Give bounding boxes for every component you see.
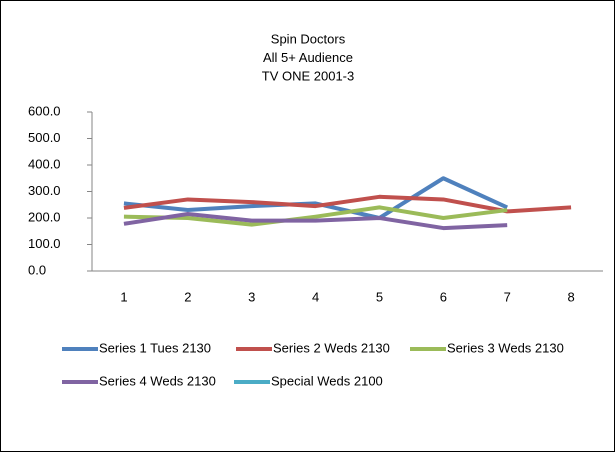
y-tick-label: 300.0 bbox=[28, 183, 61, 198]
x-tick-label: 7 bbox=[504, 289, 511, 304]
series-line bbox=[123, 212, 508, 231]
y-tick-label: 0.0 bbox=[28, 262, 46, 277]
legend-label: Special Weds 2100 bbox=[271, 373, 383, 388]
x-tick-label: 6 bbox=[440, 289, 447, 304]
y-tick-label: 500.0 bbox=[28, 130, 61, 145]
x-tick-label: 8 bbox=[567, 289, 574, 304]
x-tick-label: 1 bbox=[120, 289, 127, 304]
series-line bbox=[123, 176, 509, 220]
legend-label: Series 4 Weds 2130 bbox=[99, 373, 216, 388]
legend-label: Series 2 Weds 2130 bbox=[273, 340, 390, 355]
x-tick-label: 3 bbox=[248, 289, 255, 304]
chart-title: Spin Doctors bbox=[271, 31, 346, 46]
series-line bbox=[123, 205, 508, 227]
x-tick-label: 4 bbox=[312, 289, 319, 304]
y-tick-label: 200.0 bbox=[28, 209, 61, 224]
y-tick-label: 400.0 bbox=[28, 156, 61, 171]
chart-title: TV ONE 2001-3 bbox=[262, 68, 355, 83]
legend-label: Series 1 Tues 2130 bbox=[99, 340, 211, 355]
x-tick-label: 2 bbox=[184, 289, 191, 304]
chart-title: All 5+ Audience bbox=[263, 50, 353, 65]
y-tick-label: 600.0 bbox=[28, 103, 61, 118]
y-tick-label: 100.0 bbox=[28, 236, 61, 251]
x-tick-label: 5 bbox=[376, 289, 383, 304]
legend-label: Series 3 Weds 2130 bbox=[447, 340, 564, 355]
